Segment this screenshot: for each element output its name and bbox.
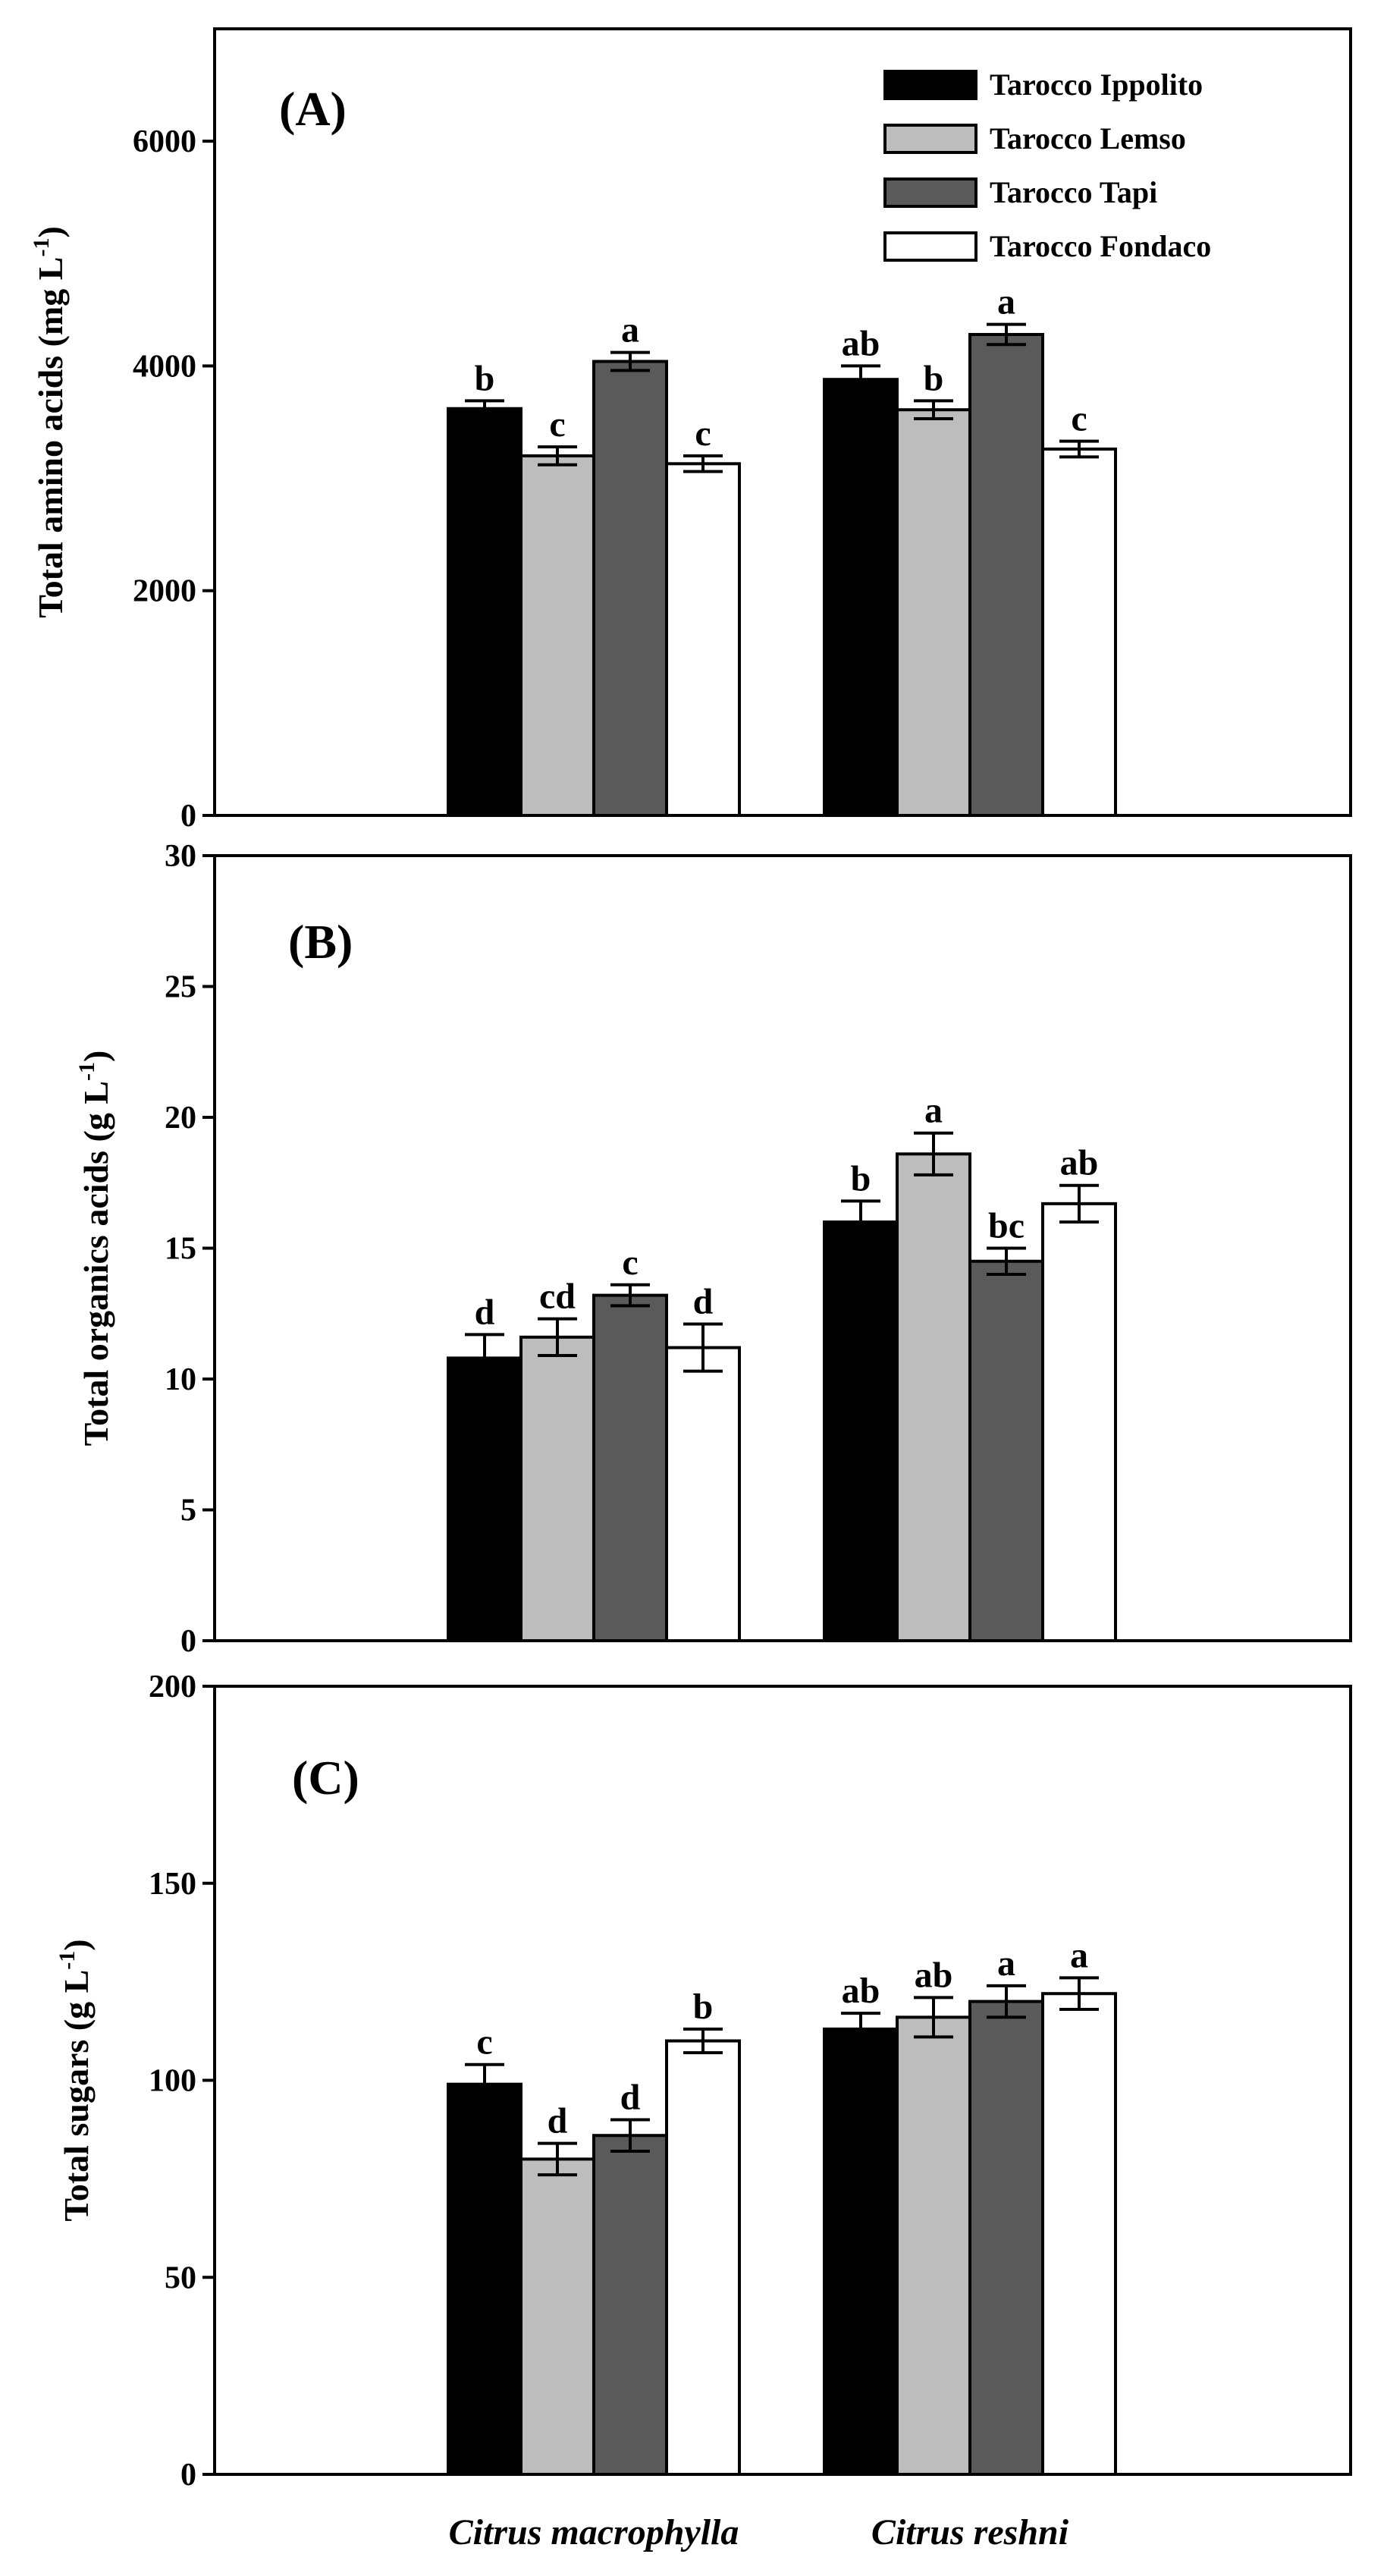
significance-letter: a [621, 310, 639, 350]
y-tick-label: 100 [149, 2064, 196, 2099]
significance-letter: ab [915, 1955, 953, 1995]
significance-letter: c [476, 2022, 492, 2062]
bar [896, 1152, 971, 1643]
legend-swatch [883, 70, 977, 100]
bar [823, 2027, 899, 2477]
y-axis-label-tail: ) [57, 1939, 96, 1950]
bar [1041, 1992, 1117, 2476]
bar [447, 1356, 522, 1643]
significance-letter: b [924, 358, 944, 398]
significance-letter: a [1070, 1935, 1088, 1975]
panel-b: 0 5 10 15 20 25 30 Total organics acids (g L-1)… [74, 839, 1352, 1659]
significance-letter: ab [1060, 1143, 1099, 1183]
bar [1041, 448, 1117, 817]
legend-swatch [883, 124, 977, 154]
legend-label: Tarocco Lemso [990, 121, 1186, 156]
bar [665, 1346, 741, 1642]
y-axis-label-superscript: -1 [74, 1062, 99, 1081]
significance-letter: ab [842, 323, 880, 363]
bar [665, 2039, 741, 2477]
bar [592, 1293, 668, 1642]
y-tick-label: 4000 [133, 349, 196, 384]
y-axis-label-text: Total organics acids (g L [77, 1081, 115, 1446]
significance-letter: c [1071, 399, 1087, 439]
significance-letter: c [695, 413, 711, 454]
bar [968, 2000, 1044, 2477]
panel-label: (B) [288, 915, 353, 969]
legend-swatch [883, 177, 977, 208]
y-tick-label: 0 [180, 799, 196, 834]
significance-letter: c [549, 404, 565, 445]
x-category-label: Citrus reshni [871, 2512, 1069, 2552]
bar [823, 378, 899, 818]
significance-letter: b [693, 1987, 714, 2027]
y-tick-label: 20 [165, 1101, 196, 1136]
bar [592, 360, 668, 817]
bar [968, 332, 1044, 818]
significance-letter: d [620, 2077, 641, 2117]
plot-frame [213, 1685, 1352, 2476]
significance-letter: d [475, 1292, 495, 1332]
bar [823, 1220, 899, 1642]
bar [896, 408, 971, 817]
y-tick-label: 50 [165, 2260, 196, 2295]
bar [519, 454, 595, 817]
bar [896, 2015, 971, 2476]
significance-letter: b [851, 1158, 871, 1198]
bar [519, 2157, 595, 2476]
bar [968, 1259, 1044, 1642]
y-tick-label: 25 [165, 970, 196, 1005]
bar [592, 2134, 668, 2476]
y-axis-label: Total amino acids (mg L-1) [29, 226, 70, 618]
y-tick-label: 30 [165, 839, 196, 874]
significance-letter: d [693, 1282, 714, 1322]
y-axis-label: Total organics acids (g L-1) [74, 1051, 115, 1447]
y-axis-label-tail: ) [31, 226, 70, 237]
significance-letter: cd [539, 1277, 576, 1317]
y-tick-label: 0 [180, 1624, 196, 1659]
y-axis-label: Total sugars (g L-1) [55, 1939, 96, 2221]
significance-letter: ab [842, 1971, 880, 2011]
y-axis-label-tail: ) [77, 1051, 115, 1062]
bar [519, 1335, 595, 1643]
panel-label: (A) [279, 82, 347, 136]
legend: Tarocco Ippolito Tarocco Lemso Tarocco Tap… [883, 68, 1211, 263]
panel-a: 0 2000 4000 6000 Total amino acids (mg L-1) (… [29, 27, 1352, 834]
significance-letter: a [997, 1943, 1015, 1984]
plot-frame [213, 27, 1352, 817]
significance-letter: bc [988, 1206, 1025, 1246]
legend-label: Tarocco Fondaco [990, 229, 1211, 263]
legend-swatch [883, 231, 977, 262]
y-tick-label: 0 [180, 2458, 196, 2493]
bar [665, 462, 741, 817]
y-tick-label: 150 [149, 1867, 196, 1902]
bar [447, 407, 522, 817]
plot-frame [213, 854, 1352, 1642]
y-axis-label-text: Total sugars (g L [57, 1970, 96, 2222]
y-tick-label: 6000 [133, 124, 196, 159]
significance-letter: a [924, 1091, 943, 1131]
y-axis-label-text: Total amino acids (mg L [31, 257, 70, 618]
y-tick-label: 15 [165, 1232, 196, 1267]
legend-label: Tarocco Tapi [990, 175, 1157, 209]
x-category-label: Citrus macrophylla [449, 2512, 739, 2552]
y-tick-label: 5 [180, 1494, 196, 1528]
bar [1041, 1202, 1117, 1642]
legend-label: Tarocco Ippolito [990, 68, 1203, 102]
y-tick-label: 10 [165, 1362, 196, 1397]
y-axis-label-superscript: -1 [29, 238, 54, 257]
y-tick-label: 2000 [133, 574, 196, 609]
panel-label: (C) [292, 1751, 359, 1805]
significance-letter: d [548, 2101, 568, 2141]
significance-letter: b [475, 358, 495, 398]
significance-letter: c [622, 1242, 638, 1283]
bar [447, 2082, 522, 2477]
y-axis-label-superscript: -1 [55, 1951, 80, 1970]
significance-letter: a [997, 282, 1015, 322]
y-tick-label: 200 [149, 1670, 196, 1704]
